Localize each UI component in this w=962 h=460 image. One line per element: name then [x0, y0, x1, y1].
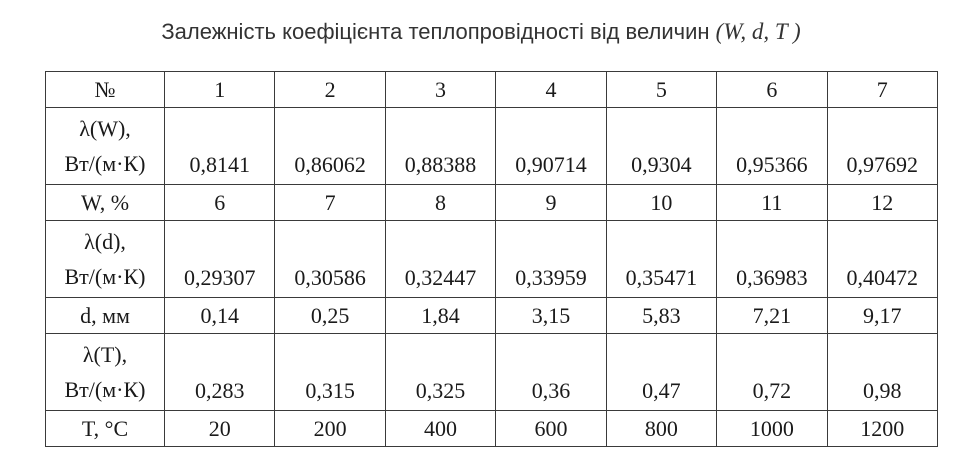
- table-cell: 0,315: [274, 333, 386, 411]
- table-cell: 8: [384, 184, 497, 221]
- table-row-w: W, % 6 7 8 9 10 11 12: [45, 184, 939, 221]
- table-cell: 0,14: [163, 297, 276, 334]
- table-cell: 0,35471: [605, 220, 718, 298]
- table-cell: 0,90714: [495, 107, 607, 185]
- row-label-line: λ(W),: [79, 116, 131, 141]
- table-cell: 10: [605, 184, 718, 221]
- table-cell: 0,36983: [716, 220, 828, 298]
- row-label-d: d, мм: [45, 297, 165, 334]
- table-cell: 200: [274, 410, 386, 447]
- header-col-6: 6: [716, 71, 828, 108]
- table-row-lambda-t: λ(T), Вт/(м·К) 0,283 0,315 0,325 0,36 0,…: [45, 333, 939, 411]
- page-title: Залежність коефіцієнта теплопровідності …: [0, 17, 962, 47]
- table-cell: 5,83: [605, 297, 718, 334]
- table-cell: 0,97692: [826, 107, 939, 185]
- table-cell: 0,325: [384, 333, 497, 411]
- header-number-cell: №: [45, 71, 165, 108]
- table-cell: 0,33959: [495, 220, 607, 298]
- table-cell: 400: [384, 410, 497, 447]
- row-label-t: T, °C: [45, 410, 165, 447]
- table-cell: 0,36: [495, 333, 607, 411]
- table-cell: 800: [605, 410, 718, 447]
- header-col-5: 5: [605, 71, 718, 108]
- table-cell: 0,72: [716, 333, 828, 411]
- table-cell: 600: [495, 410, 607, 447]
- header-col-4: 4: [495, 71, 607, 108]
- table-cell: 1,84: [384, 297, 497, 334]
- table-cell: 0,98: [826, 333, 939, 411]
- table-cell: 0,25: [274, 297, 386, 334]
- table-row-lambda-d: λ(d), Вт/(м·К) 0,29307 0,30586 0,32447 0…: [45, 220, 939, 298]
- table-cell: 0,88388: [384, 107, 497, 185]
- title-text: Залежність коефіцієнта теплопровідності …: [161, 19, 710, 44]
- table-cell: 0,30586: [274, 220, 386, 298]
- row-label-unit: Вт/(м·К): [64, 377, 146, 402]
- row-label-line: λ(T),: [82, 342, 128, 367]
- row-label-w: W, %: [45, 184, 165, 221]
- table-row-d: d, мм 0,14 0,25 1,84 3,15 5,83 7,21 9,17: [45, 297, 939, 334]
- table-cell: 12: [826, 184, 939, 221]
- table-cell: 0,47: [605, 333, 718, 411]
- header-col-3: 3: [384, 71, 497, 108]
- title-variables: (W, d, T ): [715, 19, 801, 44]
- table-cell: 0,9304: [605, 107, 718, 185]
- table-cell: 0,8141: [163, 107, 276, 185]
- row-label-line: λ(d),: [84, 229, 126, 254]
- table-cell: 0,86062: [274, 107, 386, 185]
- table-cell: 11: [716, 184, 828, 221]
- table-cell: 1000: [716, 410, 828, 447]
- table-cell: 0,29307: [163, 220, 276, 298]
- table-cell: 6: [163, 184, 276, 221]
- table-row-t: T, °C 20 200 400 600 800 1000 1200: [45, 410, 939, 447]
- table-cell: 7: [274, 184, 386, 221]
- row-label-lambda-d: λ(d), Вт/(м·К): [45, 220, 165, 298]
- header-col-7: 7: [826, 71, 939, 108]
- table-cell: 0,32447: [384, 220, 497, 298]
- table-header-row: № 1 2 3 4 5 6 7: [45, 71, 939, 108]
- table-cell: 0,40472: [826, 220, 939, 298]
- table-cell: 0,95366: [716, 107, 828, 185]
- row-label-lambda-w: λ(W), Вт/(м·К): [45, 107, 165, 185]
- table-cell: 3,15: [495, 297, 607, 334]
- table-cell: 9,17: [826, 297, 939, 334]
- thermal-conductivity-table: № 1 2 3 4 5 6 7 λ(W), Вт/(м·К) 0,8141 0,…: [45, 71, 939, 447]
- table-cell: 1200: [826, 410, 939, 447]
- table-cell: 9: [495, 184, 607, 221]
- table-cell: 7,21: [716, 297, 828, 334]
- row-label-unit: Вт/(м·К): [64, 151, 146, 176]
- row-label-unit: Вт/(м·К): [64, 264, 146, 289]
- table-cell: 0,283: [163, 333, 276, 411]
- table-row-lambda-w: λ(W), Вт/(м·К) 0,8141 0,86062 0,88388 0,…: [45, 107, 939, 185]
- table-cell: 20: [163, 410, 276, 447]
- header-col-2: 2: [274, 71, 386, 108]
- header-col-1: 1: [163, 71, 276, 108]
- row-label-lambda-t: λ(T), Вт/(м·К): [45, 333, 165, 411]
